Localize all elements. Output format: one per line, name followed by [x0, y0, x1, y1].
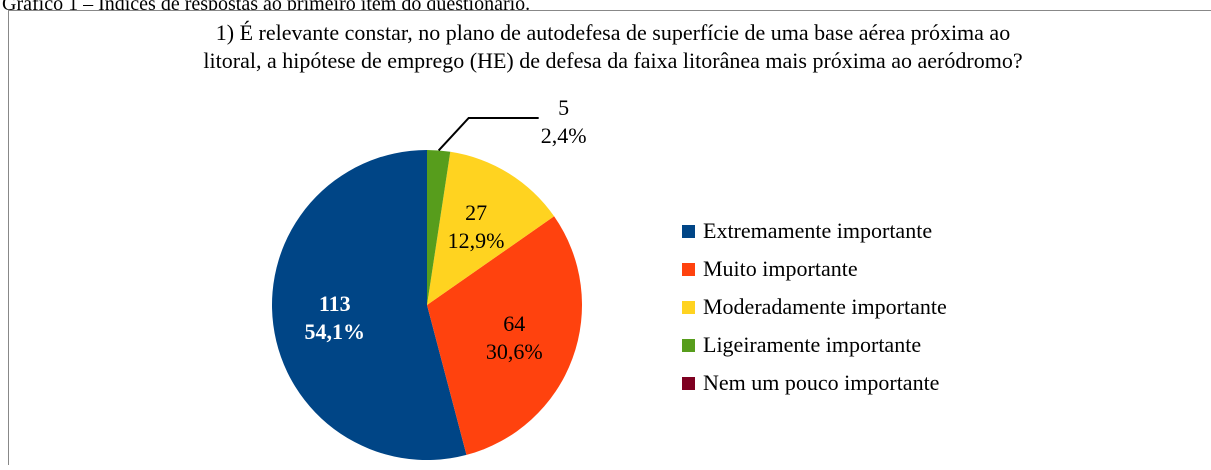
data-label: 30,6% — [486, 339, 543, 364]
legend-label: Ligeiramente importante — [703, 332, 921, 357]
legend-swatch — [682, 339, 695, 352]
legend-swatch — [682, 263, 695, 276]
data-label: 12,9% — [448, 228, 505, 253]
data-label: 2,4% — [541, 123, 587, 148]
legend-swatch — [682, 225, 695, 238]
chart-title: litoral, a hipótese de emprego (HE) de d… — [203, 48, 1022, 73]
data-label: 54,1% — [305, 319, 366, 344]
legend-label: Moderadamente importante — [703, 294, 947, 319]
count-label: 64 — [503, 311, 525, 336]
legend-label: Nem um pouco importante — [703, 370, 939, 395]
chart-frame — [9, 11, 1211, 466]
legend-label: Muito importante — [703, 256, 858, 281]
chart-title: 1) É relevante constar, no plano de auto… — [216, 20, 1010, 45]
count-label: 5 — [558, 95, 569, 120]
legend-swatch — [682, 301, 695, 314]
count-label: 27 — [465, 200, 487, 225]
legend-swatch — [682, 377, 695, 390]
count-label: 113 — [319, 291, 351, 316]
legend-label: Extremamente importante — [703, 218, 932, 243]
